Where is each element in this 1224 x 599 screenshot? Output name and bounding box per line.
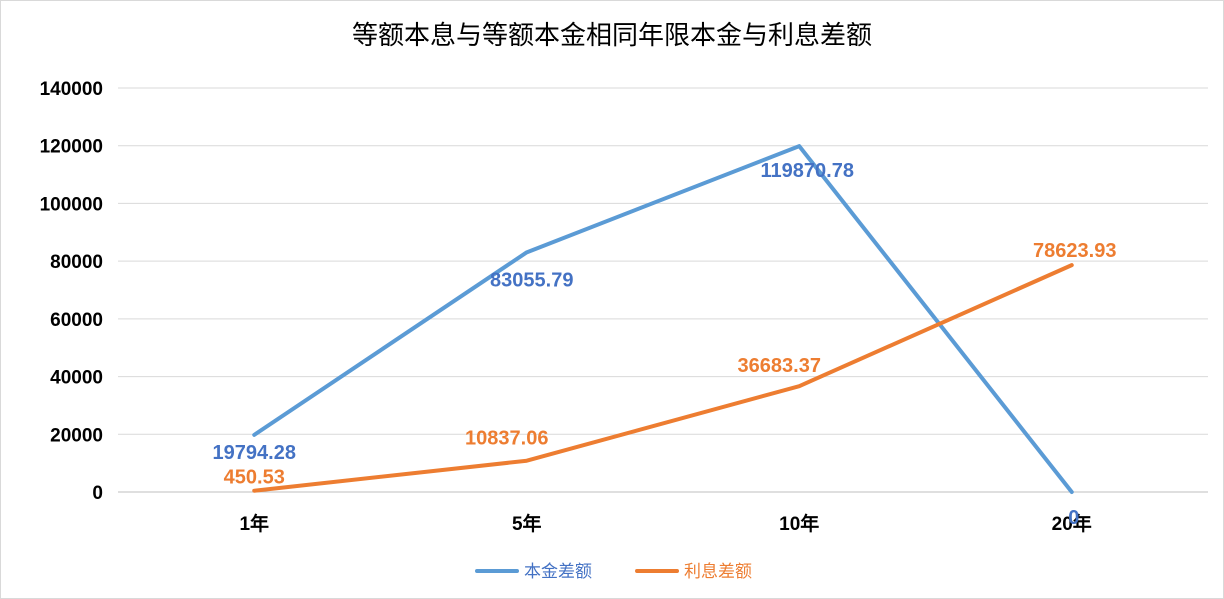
chart-title: 等额本息与等额本金相同年限本金与利息差额 [352, 21, 872, 51]
data-label: 19794.28 [213, 442, 296, 464]
data-label: 450.53 [224, 467, 285, 489]
x-tick-label: 10年 [779, 512, 819, 535]
data-label: 36683.37 [738, 355, 821, 377]
series-line-2 [252, 263, 1074, 493]
x-axis-tick-labels: 1年 5年 10年 20年 [239, 512, 1091, 535]
x-tick-label: 5年 [512, 512, 542, 535]
data-label: 83055.79 [490, 269, 573, 291]
data-label: 119870.78 [761, 160, 854, 182]
data-label: 0 [1068, 507, 1079, 529]
data-label: 10837.06 [465, 428, 548, 450]
series-line-1 [252, 144, 1074, 494]
y-tick-label: 40000 [50, 368, 103, 389]
x-tick-label: 1年 [239, 512, 269, 535]
legend: 本金差额 利息差额 [475, 562, 752, 582]
data-labels: 19794.28 83055.79 119870.78 0 450.53 10837.06… [213, 160, 1117, 529]
gridlines [118, 87, 1208, 493]
legend-entry: 利息差额 [684, 562, 752, 582]
y-tick-label: 20000 [50, 425, 103, 446]
y-tick-label: 140000 [40, 79, 103, 100]
y-tick-label: 0 [92, 483, 103, 504]
y-tick-label: 120000 [40, 137, 103, 158]
y-tick-label: 60000 [50, 310, 103, 331]
y-tick-label: 80000 [50, 252, 103, 273]
legend-entry: 本金差额 [524, 562, 592, 582]
y-axis-tick-labels: 0 20000 40000 60000 80000 100000 120000 140000 [40, 79, 103, 504]
y-tick-label: 100000 [40, 194, 103, 215]
series-lines [252, 144, 1074, 494]
data-label: 78623.93 [1033, 240, 1116, 262]
x-tick-label: 20年 [1052, 512, 1092, 535]
